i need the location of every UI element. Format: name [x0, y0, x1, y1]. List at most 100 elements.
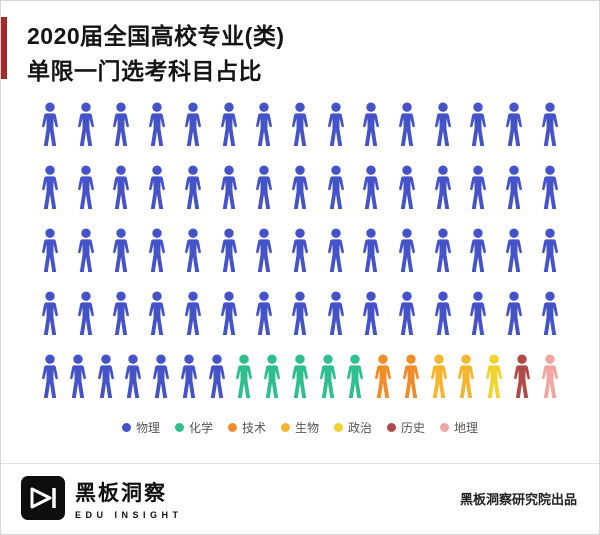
person-icon-physics — [470, 228, 487, 273]
person-icon-chemistry — [264, 354, 281, 399]
person-icon-physics — [42, 165, 58, 210]
person-icon-technology — [375, 354, 392, 399]
person-icon-physics — [149, 228, 166, 273]
legend-label-geography: 地理 — [454, 421, 479, 435]
brand-name: 黑板洞察 — [75, 481, 167, 505]
legend-dot-chemistry — [174, 423, 184, 432]
person-icon-physics — [256, 165, 273, 210]
person-icon-physics — [42, 291, 58, 336]
person-icon-physics — [149, 291, 166, 336]
person-icon-physics — [77, 291, 94, 336]
page-title-line-1: 2020届全国高校专业(类) — [27, 23, 285, 49]
person-icon-physics — [291, 165, 308, 210]
person-icon-physics — [184, 165, 201, 210]
person-icon-physics — [184, 228, 201, 273]
legend-item-chemistry: 化学 — [174, 419, 213, 436]
person-icon-biology — [458, 354, 475, 399]
legend-label-technology: 技术 — [241, 421, 266, 435]
person-icon-physics — [77, 102, 94, 147]
person-icon-politics — [486, 354, 503, 399]
person-icon-physics — [291, 291, 308, 336]
person-icon-physics — [113, 228, 130, 273]
person-icon-chemistry — [236, 354, 253, 399]
legend-label-politics: 政治 — [348, 421, 373, 435]
brand-logo-icon — [21, 476, 65, 520]
person-icon-physics — [541, 228, 558, 273]
legend-item-technology: 技术 — [227, 419, 266, 436]
person-icon-physics — [220, 102, 237, 147]
chart-legend: 物理 化学 技术 生物 政治 历史 地理 — [1, 419, 599, 436]
person-icon-physics — [184, 291, 201, 336]
person-icon-physics — [434, 102, 451, 147]
legend-item-history: 历史 — [387, 419, 425, 436]
legend-label-biology: 生物 — [294, 421, 319, 435]
person-icon-chemistry — [347, 354, 364, 399]
legend-dot-technology — [227, 423, 237, 432]
person-icon-physics — [77, 165, 94, 210]
page-title: 2020届全国高校专业(类) 单限一门选考科目占比 — [27, 19, 575, 88]
pictogram-row-3 — [37, 228, 563, 275]
legend-label-history: 历史 — [401, 421, 426, 435]
legend-dot-history — [387, 423, 397, 432]
person-icon-physics — [434, 165, 451, 210]
person-icon-physics — [434, 291, 451, 336]
person-icon-physics — [291, 102, 308, 147]
person-icon-physics — [256, 291, 273, 336]
legend-dot-physics — [121, 423, 131, 432]
person-icon-physics — [541, 102, 558, 147]
brand-text: 黑板洞察 EDU INSIGHT — [75, 477, 183, 520]
person-icon-geography — [541, 354, 558, 399]
person-icon-physics — [541, 291, 558, 336]
person-icon-physics — [180, 354, 197, 399]
person-icon-physics — [363, 228, 380, 273]
person-icon-physics — [97, 354, 114, 399]
person-icon-physics — [149, 165, 166, 210]
person-icon-physics — [541, 165, 558, 210]
person-icon-technology — [403, 354, 419, 399]
person-icon-physics — [399, 165, 415, 210]
legend-label-chemistry: 化学 — [188, 421, 213, 435]
legend-label-physics: 物理 — [135, 421, 160, 435]
person-icon-physics — [470, 102, 487, 147]
legend-item-politics: 政治 — [334, 419, 372, 436]
person-icon-physics — [363, 291, 380, 336]
person-icon-chemistry — [319, 354, 336, 399]
person-icon-physics — [470, 165, 487, 210]
title-accent-bar — [1, 17, 7, 79]
footer: 黑板洞察 EDU INSIGHT 黑板洞察研究院出品 — [1, 463, 599, 534]
person-icon-physics — [399, 228, 415, 273]
person-icon-physics — [470, 291, 487, 336]
person-icon-physics — [113, 291, 130, 336]
person-icon-physics — [220, 165, 237, 210]
person-icon-chemistry — [291, 354, 308, 399]
person-icon-physics — [399, 102, 415, 147]
person-icon-physics — [220, 291, 237, 336]
pictogram-chart — [1, 88, 599, 417]
person-icon-physics — [256, 228, 273, 273]
person-icon-physics — [327, 165, 344, 210]
legend-item-geography: 地理 — [440, 419, 478, 436]
person-icon-physics — [125, 354, 142, 399]
person-icon-biology — [430, 354, 447, 399]
pictogram-row-4 — [37, 291, 563, 338]
legend-item-biology: 生物 — [280, 419, 319, 436]
person-icon-physics — [327, 228, 344, 273]
pictogram-row-1 — [37, 102, 563, 149]
brand: 黑板洞察 EDU INSIGHT — [21, 476, 183, 520]
legend-dot-geography — [440, 423, 450, 432]
page-title-line-2: 单限一门选考科目占比 — [27, 57, 262, 84]
person-icon-physics — [42, 228, 58, 273]
pictogram-row-2 — [37, 165, 563, 212]
person-icon-physics — [208, 354, 225, 399]
person-icon-physics — [434, 228, 451, 273]
person-icon-physics — [363, 102, 380, 147]
person-icon-physics — [506, 165, 523, 210]
person-icon-physics — [399, 291, 415, 336]
person-icon-physics — [69, 354, 86, 399]
person-icon-physics — [42, 102, 58, 147]
person-icon-physics — [77, 228, 94, 273]
person-icon-history — [514, 354, 530, 399]
person-icon-physics — [506, 228, 523, 273]
person-icon-physics — [153, 354, 169, 399]
brand-subtitle: EDU INSIGHT — [75, 509, 183, 520]
